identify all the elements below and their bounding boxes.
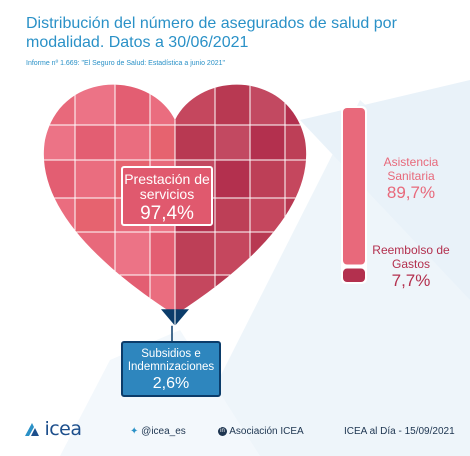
logo-text: icea <box>44 418 82 440</box>
heart-tile-dark <box>284 159 307 199</box>
bar-value-reembolso: 7,7% <box>391 271 431 290</box>
heart-tile-light <box>43 159 76 199</box>
slice-value-prestacion: 97,4% <box>140 203 194 224</box>
heart-tile-light <box>43 124 76 161</box>
heart-tile-light <box>74 159 116 199</box>
heart-tile-dark <box>249 124 286 161</box>
chart-subtitle: Informe nº 1.669: "El Seguro de Salud: E… <box>26 60 225 67</box>
heart-tile-light <box>149 84 176 126</box>
chart-title: Distribución del número de asegurados de… <box>26 15 397 51</box>
heart-tile-light <box>43 197 76 233</box>
heart-tile-dark <box>249 84 286 126</box>
heart-tile-dark <box>174 231 216 276</box>
label-reembolso-gastos: Reembolso de Gastos 7,7% <box>372 243 450 291</box>
footer-date: ICEA al Día - 15/09/2021 <box>344 426 455 437</box>
heart-tile-dark <box>284 84 307 126</box>
twitter-handle: @icea_es <box>141 426 186 437</box>
heart-tile-dark <box>214 159 251 199</box>
heart-tile-dark <box>284 124 307 161</box>
heart-tile-light <box>74 231 116 276</box>
slice-label-prestacion: Prestación de servicios <box>124 171 210 202</box>
bar-label-reembolso: Reembolso de Gastos <box>372 243 450 271</box>
heart-tile-light <box>74 274 116 315</box>
heart-tile-light <box>114 231 151 276</box>
label-asistencia-sanitaria: Asistencia Sanitaria 89,7% <box>372 155 450 203</box>
heart-tile-dark <box>214 231 251 276</box>
linkedin-icon: in <box>218 426 227 436</box>
label-subsidios: Subsidios e Indemnizaciones 2,6% <box>121 341 221 397</box>
heart-tile-light <box>74 84 116 126</box>
footer-twitter[interactable]: ✦ @icea_es <box>130 426 186 437</box>
heart-tile-light <box>74 124 116 161</box>
heart-tile-dark <box>214 274 251 315</box>
heart-tile-light <box>114 84 151 126</box>
heart-tile-dark <box>249 231 286 276</box>
heart-tile-dark <box>284 197 307 233</box>
heart-tile-light <box>114 274 151 315</box>
heart-tile-dark <box>214 84 251 126</box>
bar-segment-asistencia <box>343 108 365 265</box>
heart-tile-light <box>114 124 151 161</box>
bar-segment-reembolso <box>343 268 365 282</box>
heart-tile-light <box>43 231 76 276</box>
heart-tile-light <box>149 231 176 276</box>
heart-tile-dark <box>249 197 286 233</box>
heart-tile-light <box>43 274 76 315</box>
linkedin-name: Asociación ICEA <box>229 426 304 437</box>
bar-label-asistencia: Asistencia Sanitaria <box>383 155 439 183</box>
heart-tile-dark <box>249 159 286 199</box>
heart-tile-dark <box>174 124 216 161</box>
heart-tile-dark <box>284 274 307 315</box>
heart-tile-light <box>149 124 176 161</box>
heart-tile-dark <box>249 274 286 315</box>
heart-tile-dark <box>214 124 251 161</box>
slice-label-subsidios: Subsidios e Indemnizaciones <box>127 348 215 373</box>
bar-value-asistencia: 89,7% <box>386 183 436 202</box>
footer-linkedin[interactable]: in Asociación ICEA <box>218 426 304 437</box>
icea-logo-mark <box>25 423 39 436</box>
heart-tile-dark <box>214 197 251 233</box>
heart-tile-light <box>74 197 116 233</box>
label-prestacion-servicios: Prestación de servicios 97,4% <box>121 166 213 226</box>
slice-value-subsidios: 2,6% <box>152 375 190 392</box>
twitter-icon: ✦ <box>130 426 139 437</box>
icea-logo: icea <box>24 418 82 440</box>
heart-tile-dark <box>284 231 307 276</box>
heart-tile-dark <box>174 84 216 126</box>
heart-tile-light <box>43 84 76 126</box>
